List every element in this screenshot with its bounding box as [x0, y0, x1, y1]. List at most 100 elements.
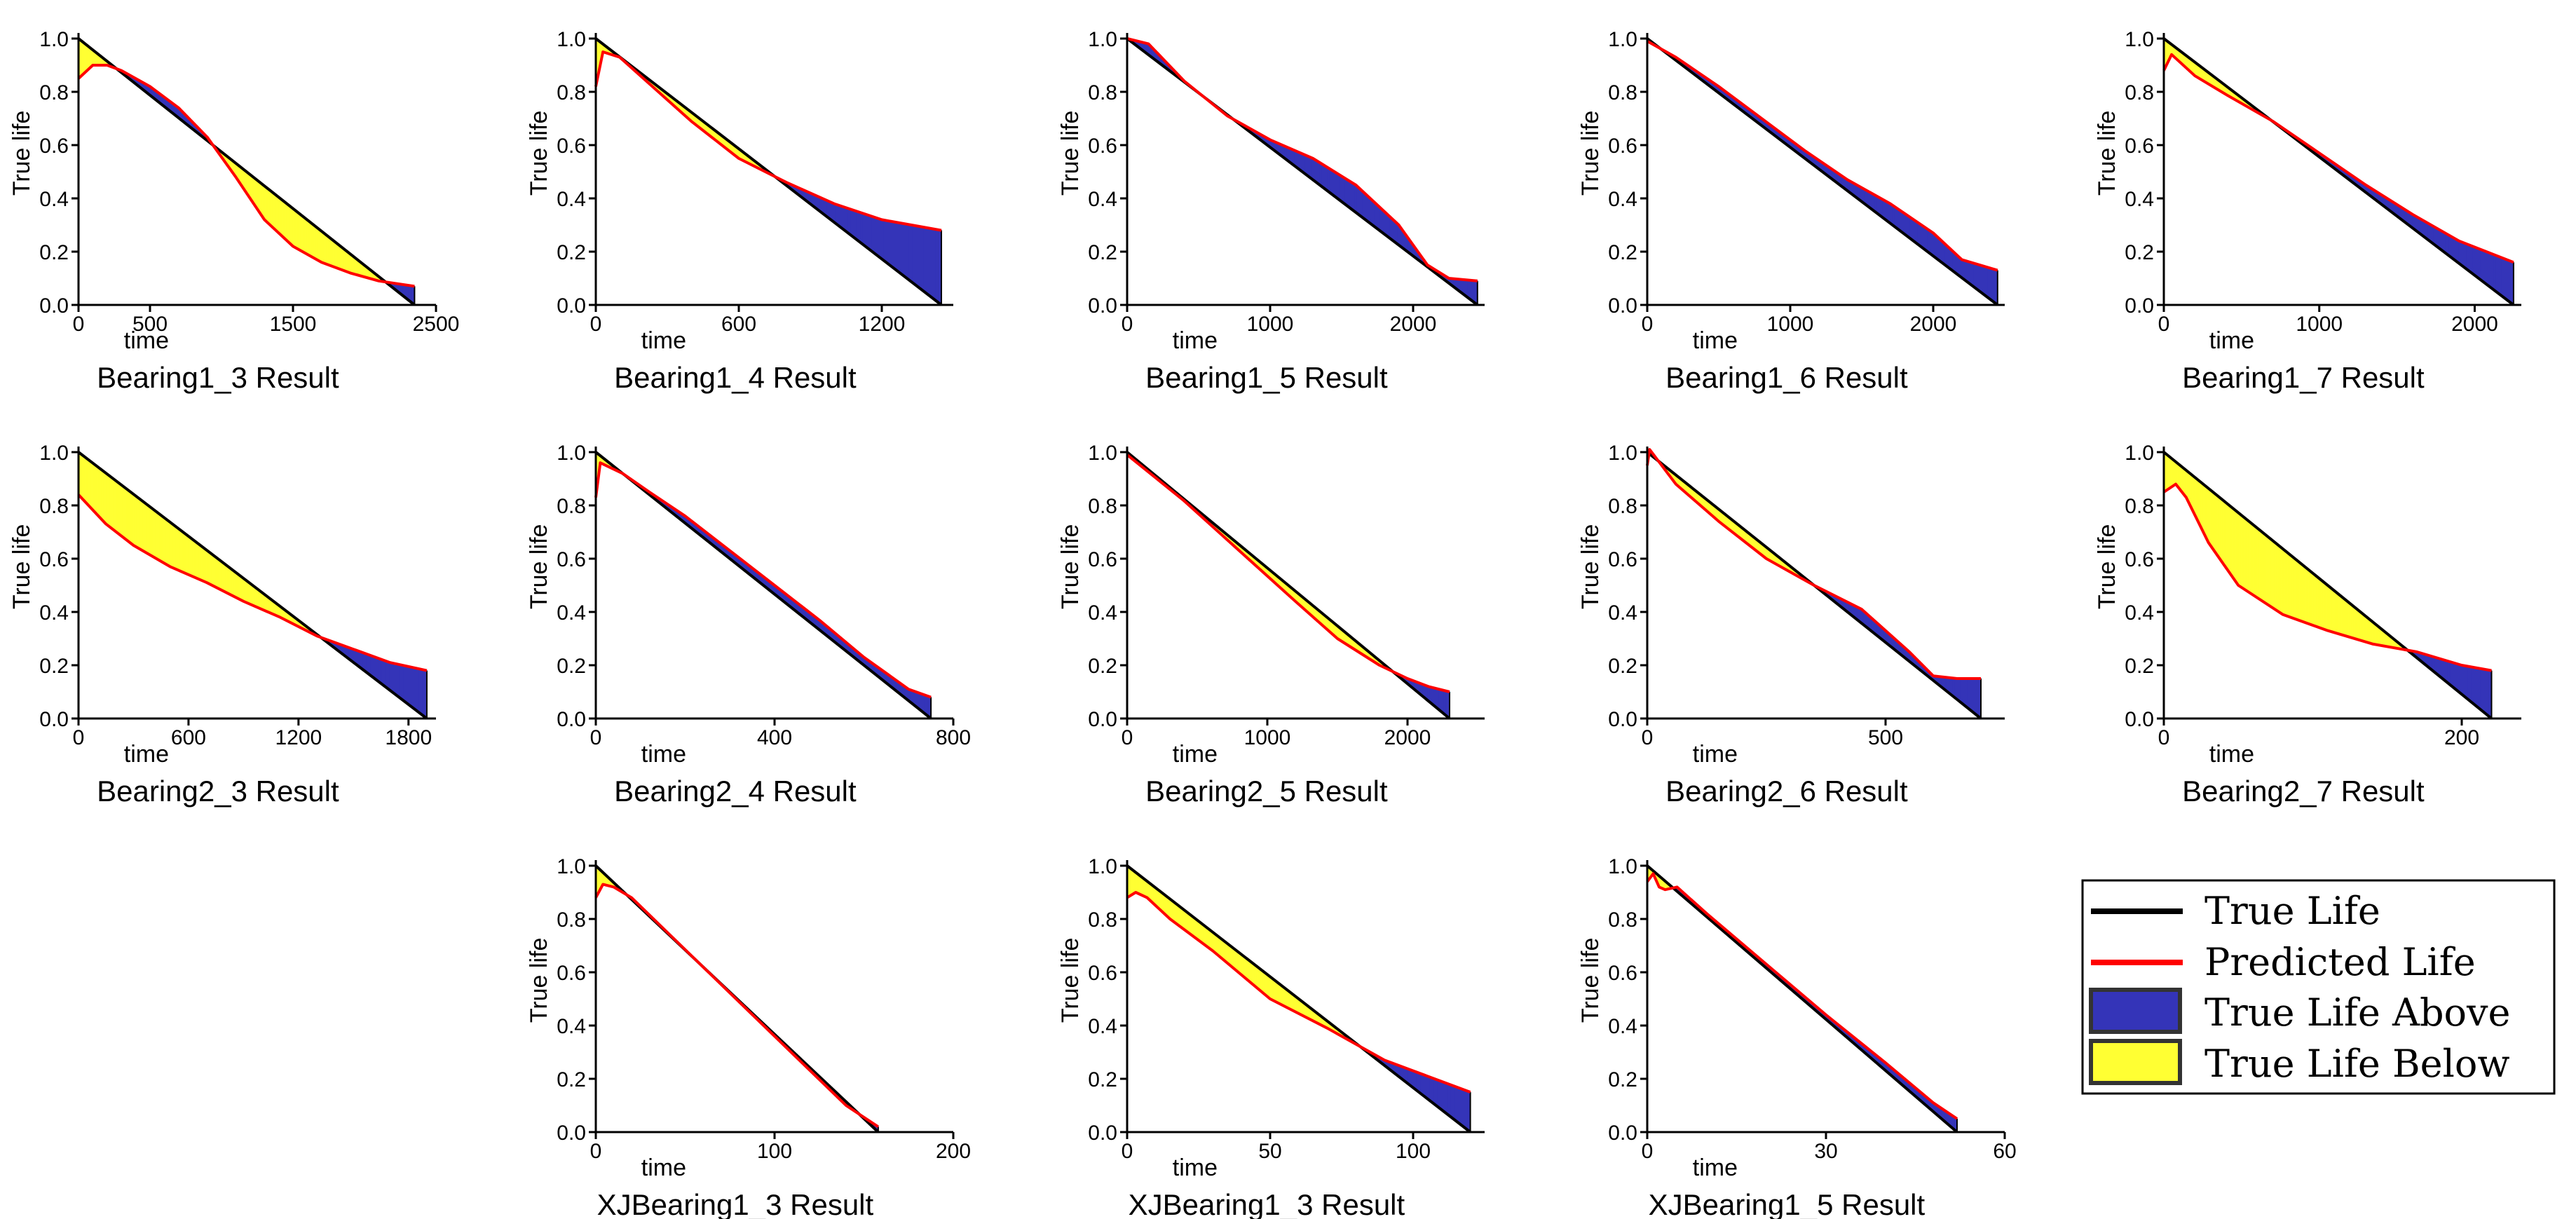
- y-tick-label: 0.2: [2125, 241, 2154, 264]
- panel-title: Bearing2_7 Result: [2182, 775, 2425, 808]
- y-tick-label: 0.4: [39, 601, 69, 625]
- series-line-true-life: [594, 37, 943, 306]
- y-tick-label: 0.8: [39, 495, 69, 518]
- y-tick-label: 0.8: [557, 495, 586, 518]
- y-tick-label: 0.0: [1608, 1122, 1637, 1145]
- series-line-predicted-life: [1126, 454, 1450, 693]
- y-tick-label: 1.0: [1088, 442, 1117, 465]
- y-tick-label: 0.8: [39, 81, 69, 104]
- y-axis-title: True life: [1057, 938, 1084, 1023]
- series-line-true-life: [1126, 864, 1471, 1133]
- y-tick-label: 1.0: [557, 442, 586, 465]
- y-tick-label: 1.0: [1088, 28, 1117, 51]
- y-axis-title: True life: [8, 524, 35, 610]
- x-tick-label: 0: [590, 1140, 602, 1163]
- chart-panel: 0.0 0.2 0.4 0.6 0.8 1.0 0 500 1500 2500 time True l…: [8, 28, 459, 394]
- x-tick-label: 0: [1642, 1140, 1654, 1163]
- x-tick-label: 2000: [1910, 313, 1957, 336]
- y-axis-title: True life: [1577, 111, 1604, 196]
- y-tick-label: 0.4: [2125, 601, 2154, 625]
- panel-title: Bearing1_7 Result: [2182, 361, 2425, 394]
- y-tick-label: 1.0: [2125, 28, 2154, 51]
- x-axis-title: time: [1173, 741, 1218, 768]
- y-tick-label: 0.6: [557, 135, 586, 158]
- x-tick-label: 200: [2444, 726, 2479, 749]
- y-tick-label: 0.0: [557, 708, 586, 731]
- y-tick-label: 0.2: [1088, 1068, 1117, 1091]
- x-tick-label: 0: [590, 726, 602, 749]
- panel-title: Bearing1_4 Result: [614, 361, 857, 394]
- y-tick-label: 0.0: [2125, 708, 2154, 731]
- y-tick-label: 0.8: [557, 81, 586, 104]
- legend: True Life Predicted Life True Life Above…: [2081, 879, 2556, 1095]
- chart-panel: 0.0 0.2 0.4 0.6 0.8 1.0 0 400 800 time True life Be…: [526, 442, 971, 808]
- x-tick-label: 400: [757, 726, 792, 749]
- x-axis-title: time: [641, 327, 686, 354]
- x-tick-label: 30: [1814, 1140, 1837, 1163]
- x-axis-title: time: [2209, 741, 2254, 768]
- x-axis-title: time: [1693, 1155, 1738, 1181]
- chart-panel: 0.0 0.2 0.4 0.6 0.8 1.0 0 1000 2000 time True life…: [1057, 442, 1485, 808]
- y-tick-label: 0.2: [1608, 1068, 1637, 1091]
- x-tick-label: 0: [1122, 313, 1133, 336]
- x-tick-label: 0: [1642, 313, 1654, 336]
- x-tick-label: 100: [1396, 1140, 1431, 1163]
- y-tick-label: 0.8: [2125, 495, 2154, 518]
- x-axis-title: time: [1173, 327, 1218, 354]
- x-tick-label: 1000: [1247, 313, 1294, 336]
- y-tick-label: 1.0: [1088, 855, 1117, 878]
- series-line-true-life: [77, 37, 416, 306]
- series-line-predicted-life: [1646, 872, 1958, 1120]
- x-axis-title: time: [1173, 1155, 1218, 1181]
- chart-panel: 0.0 0.2 0.4 0.6 0.8 1.0 0 600 1200 1800 time True l…: [8, 442, 436, 808]
- x-tick-label: 1500: [270, 313, 317, 336]
- series-line-predicted-life: [594, 50, 942, 232]
- panel-title: Bearing2_3 Result: [97, 775, 339, 808]
- x-tick-label: 0: [2158, 313, 2170, 336]
- x-axis-title: time: [641, 741, 686, 768]
- legend-swatch-true-life-below: [2089, 1039, 2182, 1085]
- y-tick-label: 1.0: [557, 28, 586, 51]
- y-tick-label: 0.2: [2125, 655, 2154, 678]
- x-tick-label: 500: [1868, 726, 1903, 749]
- y-tick-label: 0.6: [39, 135, 69, 158]
- chart-panel: 0.0 0.2 0.4 0.6 0.8 1.0 0 50 100 time True life XJB…: [1057, 855, 1485, 1219]
- x-tick-label: 600: [721, 313, 756, 336]
- series-line-true-life: [1646, 37, 1999, 306]
- chart-panel: 0.0 0.2 0.4 0.6 0.8 1.0 0 600 1200 time True life B…: [526, 28, 953, 394]
- x-tick-label: 0: [590, 313, 602, 336]
- y-tick-label: 0.6: [1088, 135, 1117, 158]
- y-axis-title: True life: [1057, 524, 1084, 610]
- y-tick-label: 1.0: [39, 28, 69, 51]
- x-tick-label: 1800: [385, 726, 432, 749]
- y-tick-label: 1.0: [1608, 855, 1637, 878]
- y-tick-label: 0.0: [1608, 708, 1637, 731]
- y-tick-label: 0.6: [2125, 548, 2154, 571]
- x-axis-title: time: [124, 741, 169, 768]
- y-axis-title: True life: [2094, 111, 2120, 196]
- x-tick-label: 1200: [859, 313, 906, 336]
- panel-title: Bearing1_6 Result: [1665, 361, 1908, 394]
- y-axis-title: True life: [526, 111, 552, 196]
- y-tick-label: 0.8: [1088, 908, 1117, 932]
- y-tick-label: 0.0: [1088, 294, 1117, 318]
- y-tick-label: 0.6: [39, 548, 69, 571]
- x-tick-label: 500: [132, 313, 168, 336]
- y-tick-label: 0.2: [557, 241, 586, 264]
- legend-label-true-life-above: True Life Above: [2204, 990, 2511, 1035]
- x-axis-title: time: [1693, 741, 1738, 768]
- panel-title: Bearing2_6 Result: [1665, 775, 1908, 808]
- y-axis-title: True life: [8, 111, 35, 196]
- x-tick-label: 0: [1122, 1140, 1133, 1163]
- chart-panel: 0.0 0.2 0.4 0.6 0.8 1.0 0 1000 2000 time True life…: [1057, 28, 1485, 394]
- x-tick-label: 1200: [275, 726, 322, 749]
- y-axis-title: True life: [1057, 111, 1084, 196]
- x-axis-title: time: [2209, 327, 2254, 354]
- y-axis-title: True life: [1577, 938, 1604, 1023]
- x-tick-label: 60: [1993, 1140, 2016, 1163]
- y-tick-label: 0.4: [1608, 1015, 1637, 1038]
- y-tick-label: 1.0: [557, 855, 586, 878]
- y-tick-label: 0.2: [39, 655, 69, 678]
